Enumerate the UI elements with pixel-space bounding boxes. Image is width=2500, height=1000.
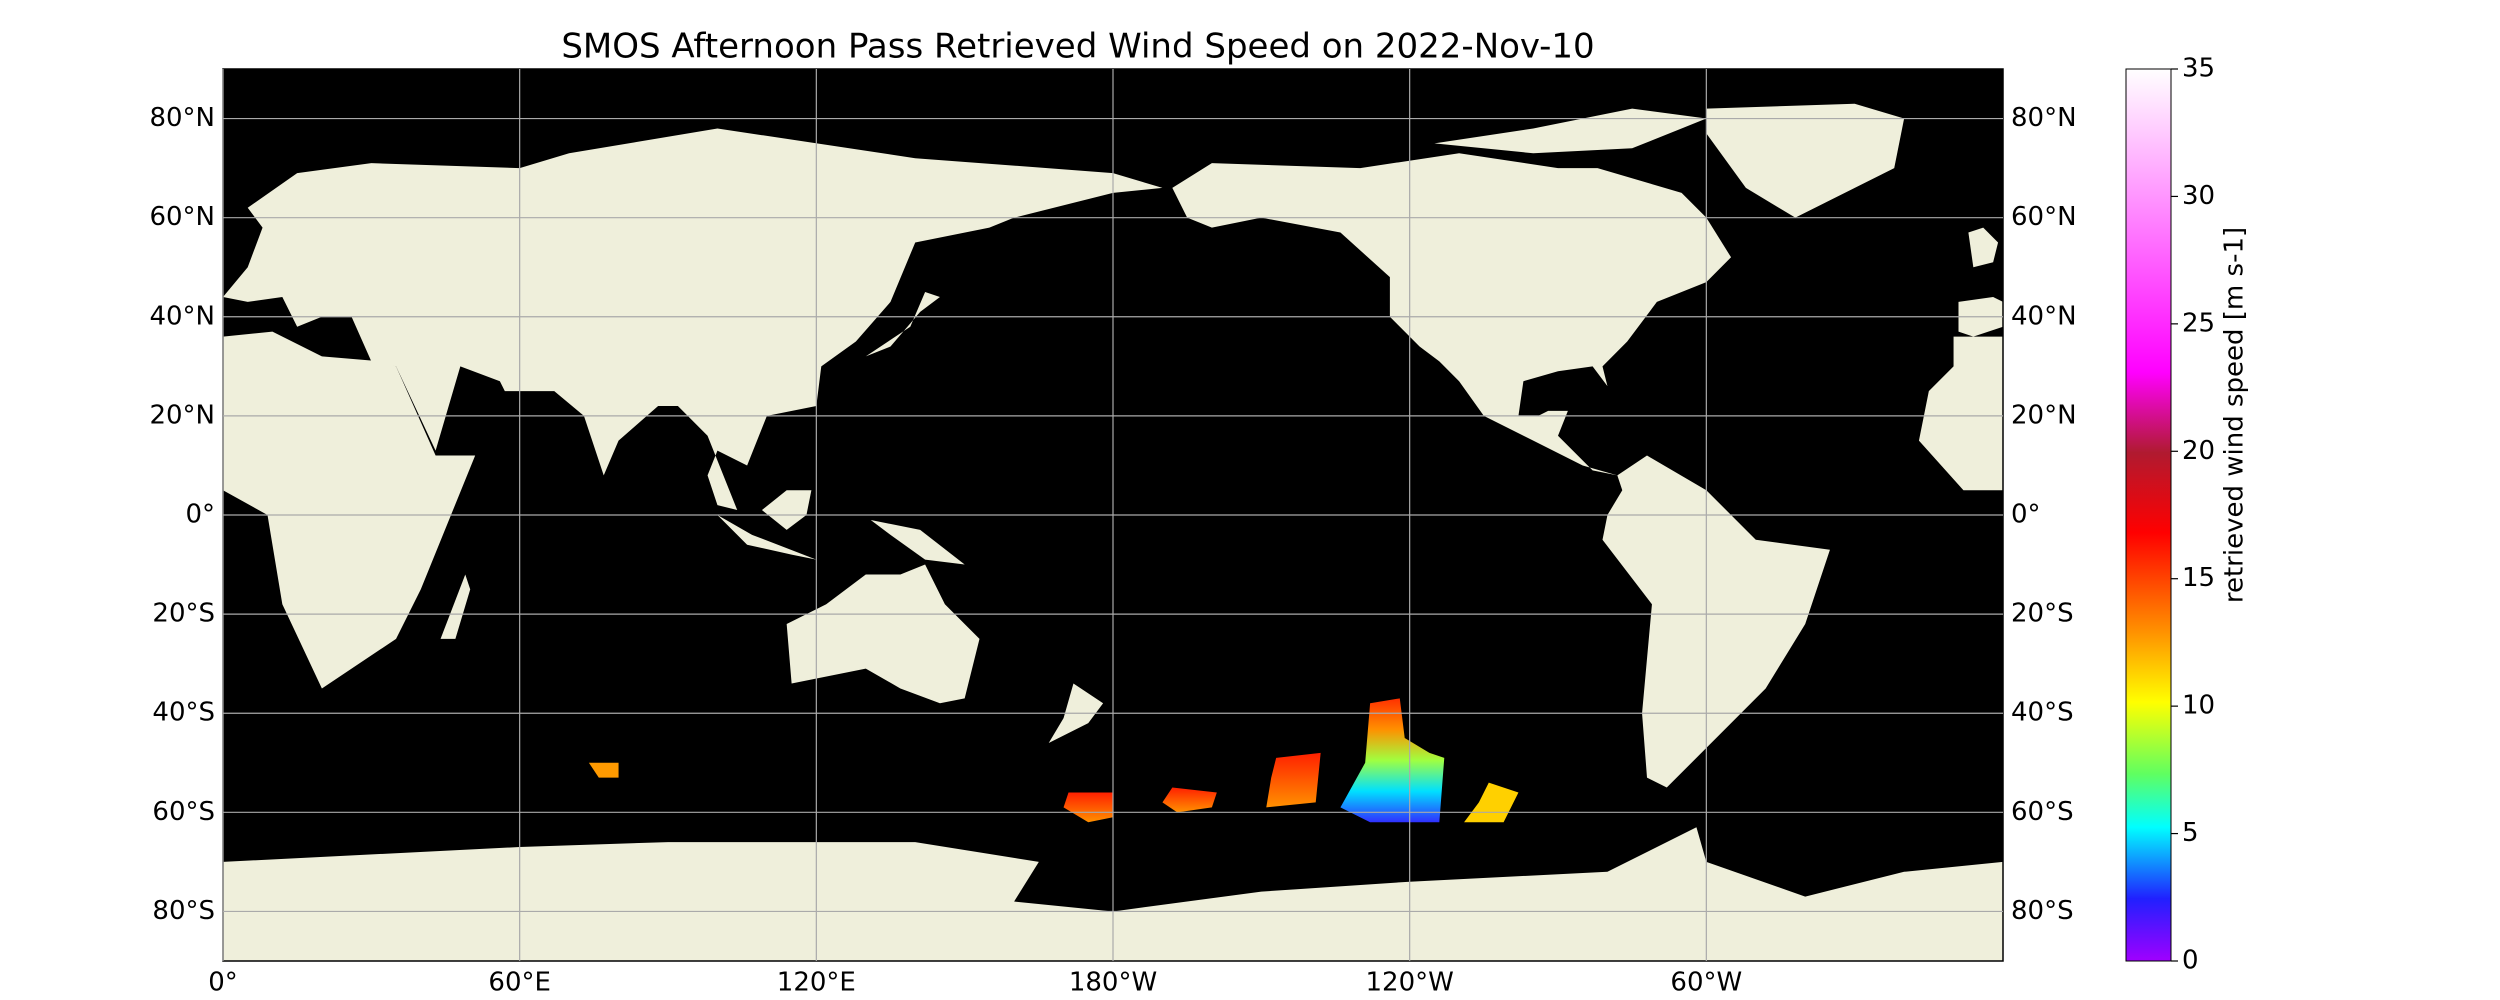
lat-tick-label: 20°N	[149, 400, 215, 430]
swath	[1162, 787, 1217, 813]
swath	[1266, 752, 1321, 808]
arctic-islands	[1434, 108, 1707, 154]
lat-tick-label: 0°	[2011, 500, 2041, 530]
north-america	[1172, 153, 1732, 476]
lon-tick-label: 120°E	[777, 968, 856, 998]
japan	[865, 292, 940, 357]
lon-tick-label: 60°W	[1670, 968, 1742, 998]
africa	[223, 331, 476, 689]
swath	[588, 762, 619, 778]
colorbar-tick-label: 20	[2182, 436, 2215, 466]
lon-tick-label: 0°	[208, 968, 238, 998]
new-guinea	[870, 519, 965, 565]
indonesia	[692, 490, 817, 560]
greenland	[1706, 103, 1905, 218]
lon-tick-label: 120°W	[1365, 968, 1453, 998]
lat-tick-label: 0°	[185, 500, 215, 530]
lon-tick-label: 60°E	[488, 968, 551, 998]
lat-tick-label: 80°N	[149, 103, 215, 133]
lat-tick-label: 60°S	[2011, 797, 2074, 827]
colorbar-tick-label: 30	[2182, 181, 2215, 211]
colorbar-tick-label: 25	[2182, 308, 2215, 338]
lat-tick-label: 80°S	[152, 896, 215, 926]
antarctica	[223, 827, 2003, 961]
colorbar-tick-label: 5	[2182, 818, 2199, 848]
eurasia	[223, 128, 1163, 511]
australia	[786, 564, 980, 704]
lat-tick-label: 60°S	[152, 797, 215, 827]
swath	[1340, 698, 1445, 823]
map-title: SMOS Afternoon Pass Retrieved Wind Speed…	[561, 27, 1594, 67]
lat-tick-label: 40°N	[2011, 301, 2077, 331]
colorbar-label: retrieved wind speed [m s-1]	[2220, 227, 2250, 603]
lat-tick-label: 60°N	[149, 202, 215, 232]
colorbar	[2125, 68, 2172, 962]
lat-tick-label: 80°S	[2011, 896, 2074, 926]
lat-tick-label: 20°S	[2011, 599, 2074, 629]
lat-tick-label: 40°S	[152, 698, 215, 728]
colorbar-tick-label: 10	[2182, 691, 2215, 721]
lat-tick-label: 20°S	[152, 599, 215, 629]
south-america	[1602, 455, 1830, 788]
colorbar-tick-label: 15	[2182, 563, 2215, 593]
britain	[1968, 227, 1999, 268]
colorbar-tick-label: 0	[2182, 946, 2199, 976]
lon-tick-label: 180°W	[1069, 968, 1157, 998]
lat-tick-label: 80°N	[2011, 103, 2077, 133]
lat-tick-label: 40°S	[2011, 698, 2074, 728]
madagascar	[440, 574, 471, 639]
lat-tick-label: 60°N	[2011, 202, 2077, 232]
africa-west	[1918, 336, 2003, 491]
colorbar-tick-label: 35	[2182, 54, 2215, 84]
lat-tick-label: 40°N	[149, 301, 215, 331]
lat-tick-label: 20°N	[2011, 400, 2077, 430]
